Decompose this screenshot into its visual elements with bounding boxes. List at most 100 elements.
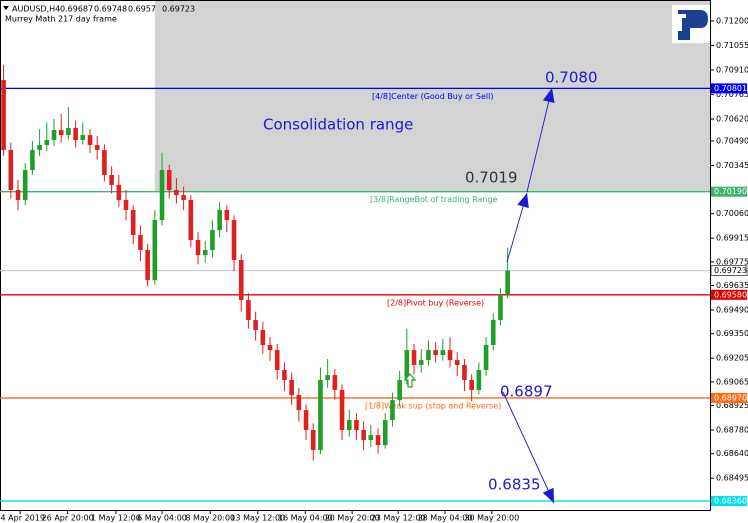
- candle-body: [87, 135, 93, 146]
- x-tick-label: 28 May 04:00: [418, 514, 473, 523]
- candle-body: [94, 145, 100, 150]
- candle-body: [217, 209, 222, 231]
- candle-body: [390, 400, 395, 421]
- y-tick-label: 0.69490: [716, 306, 748, 315]
- signal-arrow: [403, 373, 417, 388]
- level-name: [3/8]RangeBot of trading Range: [370, 195, 498, 204]
- candle-body: [22, 170, 28, 200]
- candle-body: [152, 220, 158, 281]
- candle-body: [411, 350, 417, 365]
- level-tag-label: 0.70190: [714, 187, 747, 196]
- target-label: 0.6835: [488, 476, 541, 494]
- candle-body: [433, 350, 438, 355]
- level-tag-label: 0.68970: [714, 393, 747, 402]
- y-tick-label: 0.70490: [716, 136, 748, 145]
- y-tick-label: 0.70060: [716, 209, 748, 218]
- candle-body: [289, 380, 294, 396]
- candle-body: [166, 170, 172, 191]
- header-value: 0.69748: [94, 5, 127, 14]
- x-tick-label: 6 May 04:00: [137, 514, 187, 523]
- y-tick-label: 0.70620: [716, 115, 748, 124]
- candle-body: [303, 410, 309, 431]
- header-marker: [3, 6, 9, 10]
- y-tick-label: 0.69350: [716, 329, 748, 338]
- candle-body: [202, 250, 208, 256]
- y-tick-label: 0.70765: [716, 90, 748, 99]
- x-tick-label: 20 May 20:00: [325, 514, 380, 523]
- candle-body: [354, 420, 359, 431]
- candle-body: [260, 329, 266, 346]
- candle-body: [37, 145, 42, 150]
- candle-body: [469, 380, 474, 390]
- candle-body: [490, 319, 496, 346]
- candle-body: [174, 190, 179, 196]
- candle-body: [368, 435, 374, 441]
- candle-body: [483, 345, 489, 371]
- arrow-head: [517, 193, 529, 209]
- logo: [672, 5, 710, 43]
- target-label: 0.7080: [545, 69, 598, 87]
- logo-accent: [678, 31, 686, 40]
- level-tag-label: 0.68360: [714, 497, 747, 506]
- candle-body: [123, 199, 129, 210]
- candle-body: [102, 149, 107, 175]
- y-tick-label: 0.69635: [716, 281, 748, 290]
- level-tag-label: 0.69580: [714, 290, 747, 299]
- candle-body: [375, 435, 381, 446]
- y-tick-label: 0.70345: [716, 161, 748, 170]
- candle-body: [109, 174, 114, 185]
- candle-body: [397, 380, 402, 401]
- y-tick-label: 0.69775: [716, 257, 748, 266]
- x-tick-label: 16 May 04:00: [278, 514, 333, 523]
- plot-frame: [0, 0, 711, 511]
- candle-body: [195, 240, 201, 256]
- level-tag: [711, 496, 747, 507]
- target-label: 0.6897: [500, 383, 553, 401]
- x-tick-label: 24 Apr 2019: [0, 514, 45, 523]
- candle-body: [51, 129, 57, 140]
- price-tag-label: 0.69723: [714, 266, 747, 275]
- x-tick-label: 8 May 20:00: [185, 514, 235, 523]
- level-name: [2/8]Pivot buy (Reverse): [387, 298, 484, 307]
- header-value: 0.69687: [60, 5, 93, 14]
- candle-body: [332, 375, 338, 390]
- candle-body: [138, 234, 143, 251]
- price-tag: [710, 265, 748, 276]
- candle-body: [130, 209, 136, 235]
- candle-body: [58, 129, 64, 136]
- arrow-shaft: [526, 87, 553, 193]
- y-tick-label: 0.68780: [716, 426, 748, 435]
- candle-body: [454, 360, 460, 365]
- x-tick-label: 30 May 20:00: [464, 514, 519, 523]
- candle-body: [231, 220, 237, 260]
- candle-body: [210, 230, 215, 251]
- candle-body: [346, 420, 352, 431]
- candle-body: [181, 195, 186, 200]
- candle-body: [382, 420, 388, 446]
- candle-body: [30, 149, 35, 171]
- x-tick-label: 13 May 12:00: [230, 514, 285, 523]
- candle-body: [274, 350, 280, 371]
- candle-body: [282, 370, 287, 381]
- candle-body: [66, 127, 71, 136]
- y-tick-label: 0.71055: [716, 41, 748, 50]
- y-tick-label: 0.69065: [716, 377, 748, 386]
- level-tag: [711, 289, 747, 300]
- candle-body: [8, 149, 14, 191]
- candle-body: [339, 389, 345, 431]
- level-tag: [711, 392, 747, 403]
- y-tick-label: 0.69915: [716, 234, 748, 243]
- level-tag: [711, 83, 747, 94]
- header-value: 0.6957: [128, 5, 156, 14]
- candle-body: [505, 270, 510, 295]
- candle-body: [224, 209, 230, 221]
- candle-body: [159, 170, 165, 221]
- y-tick-label: 0.70910: [716, 65, 748, 74]
- candle-body: [296, 395, 302, 411]
- arrow-shaft: [502, 391, 555, 504]
- candle-body: [462, 364, 467, 381]
- candle-body: [145, 250, 150, 281]
- arrow-head: [542, 88, 555, 104]
